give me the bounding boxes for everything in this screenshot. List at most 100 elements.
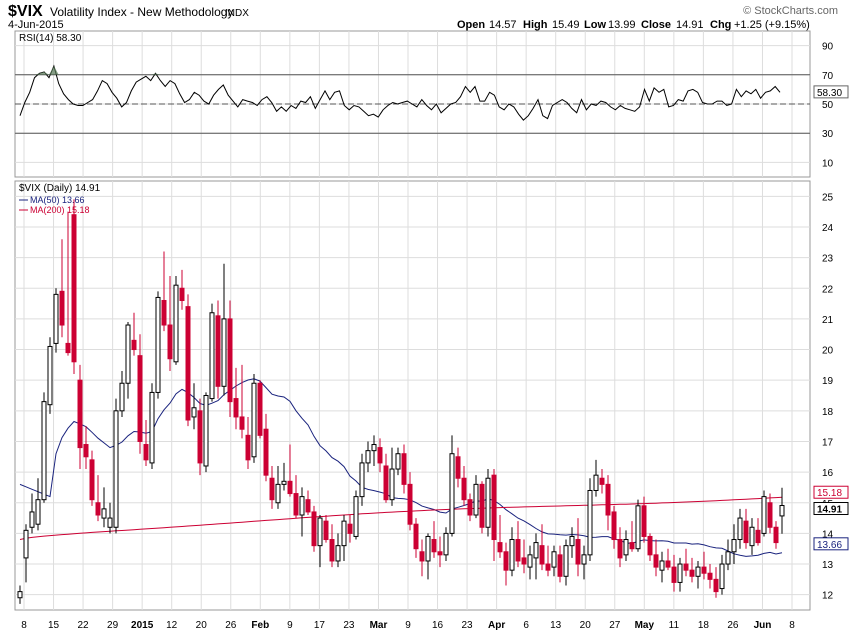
x-tick-label: 16 bbox=[432, 620, 444, 631]
candle-body bbox=[71, 214, 77, 363]
rsi-line bbox=[19, 64, 781, 121]
candle-body bbox=[425, 535, 431, 562]
candle-body bbox=[743, 520, 749, 544]
candle-body bbox=[521, 557, 527, 565]
candle-body bbox=[719, 563, 725, 590]
x-tick-label: 27 bbox=[609, 620, 621, 631]
candle-body bbox=[185, 306, 191, 421]
ma200-line bbox=[19, 496, 783, 540]
low-value: 13.99 bbox=[608, 19, 636, 31]
candle-body bbox=[383, 465, 389, 501]
candle-body bbox=[641, 505, 647, 537]
candle-body bbox=[65, 342, 71, 354]
candle-body bbox=[77, 379, 83, 449]
candle-body bbox=[41, 401, 47, 501]
candle-body bbox=[569, 535, 575, 547]
candle-body bbox=[689, 569, 695, 577]
x-tick-label: 2015 bbox=[131, 620, 154, 631]
candle-body bbox=[461, 477, 467, 501]
x-tick-label: Apr bbox=[488, 620, 505, 631]
candle-body bbox=[59, 290, 65, 326]
candle-body bbox=[479, 483, 485, 528]
date-label: 4-Jun-2015 bbox=[8, 19, 64, 31]
candle-body bbox=[761, 496, 767, 534]
candle-body bbox=[539, 545, 545, 565]
candle-body bbox=[341, 520, 347, 547]
candle-body bbox=[395, 453, 401, 470]
candle-body bbox=[737, 517, 743, 541]
candle-body bbox=[203, 395, 209, 467]
candle-body bbox=[107, 517, 113, 528]
candle-body bbox=[215, 315, 221, 387]
candle-body bbox=[161, 300, 167, 326]
candle-body bbox=[401, 453, 407, 485]
candle-body bbox=[293, 493, 299, 516]
candle-body bbox=[527, 554, 533, 568]
x-tick-label: 13 bbox=[550, 620, 562, 631]
candle-body bbox=[371, 444, 377, 452]
x-tick-label: 18 bbox=[698, 620, 710, 631]
price-y-tick-label: 16 bbox=[822, 468, 834, 479]
price-y-tick-label: 24 bbox=[822, 223, 834, 234]
candle-body bbox=[17, 591, 23, 599]
x-tick-label: 9 bbox=[405, 620, 411, 631]
price-y-tick-label: 22 bbox=[822, 284, 834, 295]
candle-body bbox=[227, 318, 233, 403]
candle-body bbox=[545, 563, 551, 571]
candle-body bbox=[653, 554, 659, 568]
price-panel-frame bbox=[14, 180, 811, 611]
candle-body bbox=[305, 499, 311, 513]
candle-body bbox=[611, 511, 617, 541]
candle-body bbox=[119, 382, 125, 412]
candle-body bbox=[101, 508, 107, 519]
price-layer bbox=[17, 199, 785, 604]
rsi-y-tick-label: 70 bbox=[822, 71, 834, 82]
price-y-tick-label: 19 bbox=[822, 376, 834, 387]
rsi-overbought-fill bbox=[150, 73, 156, 75]
x-tick-label: 20 bbox=[196, 620, 208, 631]
price-title: $VIX (Daily) 14.91 bbox=[19, 183, 101, 194]
candle-body bbox=[179, 287, 185, 302]
x-tick-label: May bbox=[635, 620, 655, 631]
candle-body bbox=[599, 477, 605, 485]
candle-body bbox=[581, 554, 587, 565]
price-y-tick-label: 18 bbox=[822, 407, 834, 418]
candle-body bbox=[473, 483, 479, 516]
candle-body bbox=[551, 551, 557, 568]
x-tick-label: 22 bbox=[78, 620, 90, 631]
open-value: 14.57 bbox=[489, 19, 517, 31]
x-tick-label: 20 bbox=[580, 620, 592, 631]
candle-body bbox=[281, 480, 287, 485]
candle-body bbox=[359, 462, 365, 498]
candle-body bbox=[137, 355, 143, 442]
price-y-tick-label: 12 bbox=[822, 591, 834, 602]
candle-body bbox=[251, 382, 257, 458]
close-price-tag: 14.91 bbox=[817, 505, 842, 516]
candle-body bbox=[143, 444, 149, 461]
price-y-tick-label: 25 bbox=[822, 192, 834, 203]
candle-body bbox=[677, 563, 683, 583]
candle-body bbox=[593, 474, 599, 491]
candle-body bbox=[575, 539, 581, 565]
candle-body bbox=[191, 407, 197, 418]
symbol-text: $VIX bbox=[8, 3, 43, 20]
x-tick-label: 26 bbox=[727, 620, 739, 631]
candle-body bbox=[167, 324, 173, 360]
candle-body bbox=[23, 529, 29, 559]
rsi-title: RSI(14) 58.30 bbox=[19, 33, 82, 44]
candle-body bbox=[665, 560, 671, 568]
ma200-price-tag-box bbox=[813, 485, 849, 499]
candle-body bbox=[443, 532, 449, 556]
candle-body bbox=[83, 444, 89, 458]
candle-body bbox=[503, 551, 509, 571]
candle-body bbox=[683, 563, 689, 571]
candle-body bbox=[419, 551, 425, 562]
candle-body bbox=[755, 529, 761, 544]
candle-body bbox=[263, 428, 269, 476]
exchange-label: INDX bbox=[225, 8, 249, 19]
rsi-value-tag-box bbox=[813, 85, 849, 99]
ma50-price-tag-box bbox=[813, 537, 849, 551]
candle-body bbox=[29, 511, 35, 528]
chg-label: Chg bbox=[710, 19, 731, 31]
